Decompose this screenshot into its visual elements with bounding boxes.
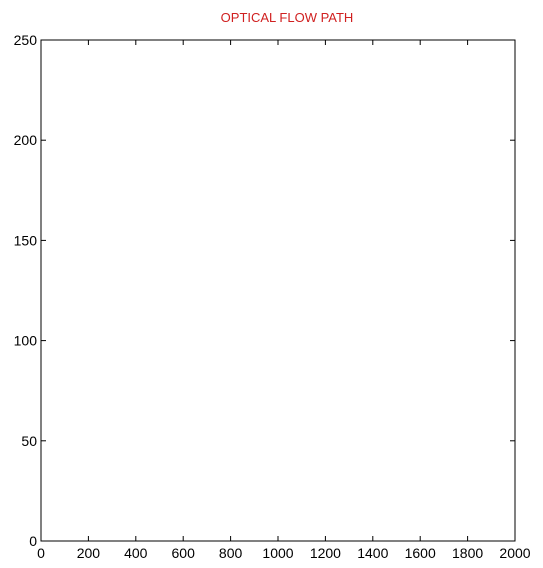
x-tick-label: 0: [37, 545, 45, 561]
chart-title: OPTICAL FLOW PATH: [221, 10, 354, 25]
x-tick-label: 1800: [452, 545, 483, 561]
x-tick-label: 400: [124, 545, 148, 561]
y-tick-label: 150: [14, 232, 38, 248]
x-tick-label: 800: [219, 545, 243, 561]
x-tick-label: 1000: [262, 545, 293, 561]
y-tick-label: 200: [14, 132, 38, 148]
y-tick-label: 50: [21, 433, 37, 449]
x-tick-label: 2000: [499, 545, 530, 561]
plot-frame: [40, 39, 516, 542]
x-tick-label: 600: [172, 545, 196, 561]
x-tick-label: 1400: [357, 545, 388, 561]
x-tick-label: 1200: [310, 545, 341, 561]
y-tick-label: 0: [29, 533, 37, 549]
x-tick-label: 200: [77, 545, 101, 561]
y-tick-label: 250: [14, 32, 38, 48]
x-tick-label: 1600: [405, 545, 436, 561]
axes: 0 200 400 600 800 1000 1200 1400 1600 1800 2000 0 50…: [14, 32, 531, 561]
y-tick-label: 100: [14, 333, 38, 349]
